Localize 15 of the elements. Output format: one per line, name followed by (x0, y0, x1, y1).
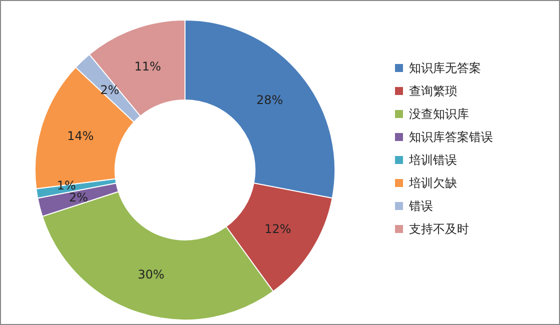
legend-label: 知识库无答案 (409, 61, 481, 75)
data-label: 11% (134, 60, 162, 74)
data-label: 14% (67, 129, 94, 144)
data-label: 28% (256, 92, 284, 107)
legend-label: 培训欠缺 (408, 176, 457, 190)
legend-label: 没查知识库 (409, 107, 469, 121)
data-label: 2% (68, 190, 88, 204)
legend-label: 支持不及时 (409, 222, 469, 236)
data-label: 2% (100, 82, 120, 97)
data-label: 12% (264, 222, 292, 236)
data-label: 30% (138, 268, 164, 282)
legend-label: 错误 (408, 199, 433, 213)
legend-label: 查询繁琐 (409, 84, 457, 98)
legend-label: 培训错误 (408, 153, 457, 167)
legend-label: 知识库答案错误 (409, 130, 493, 144)
